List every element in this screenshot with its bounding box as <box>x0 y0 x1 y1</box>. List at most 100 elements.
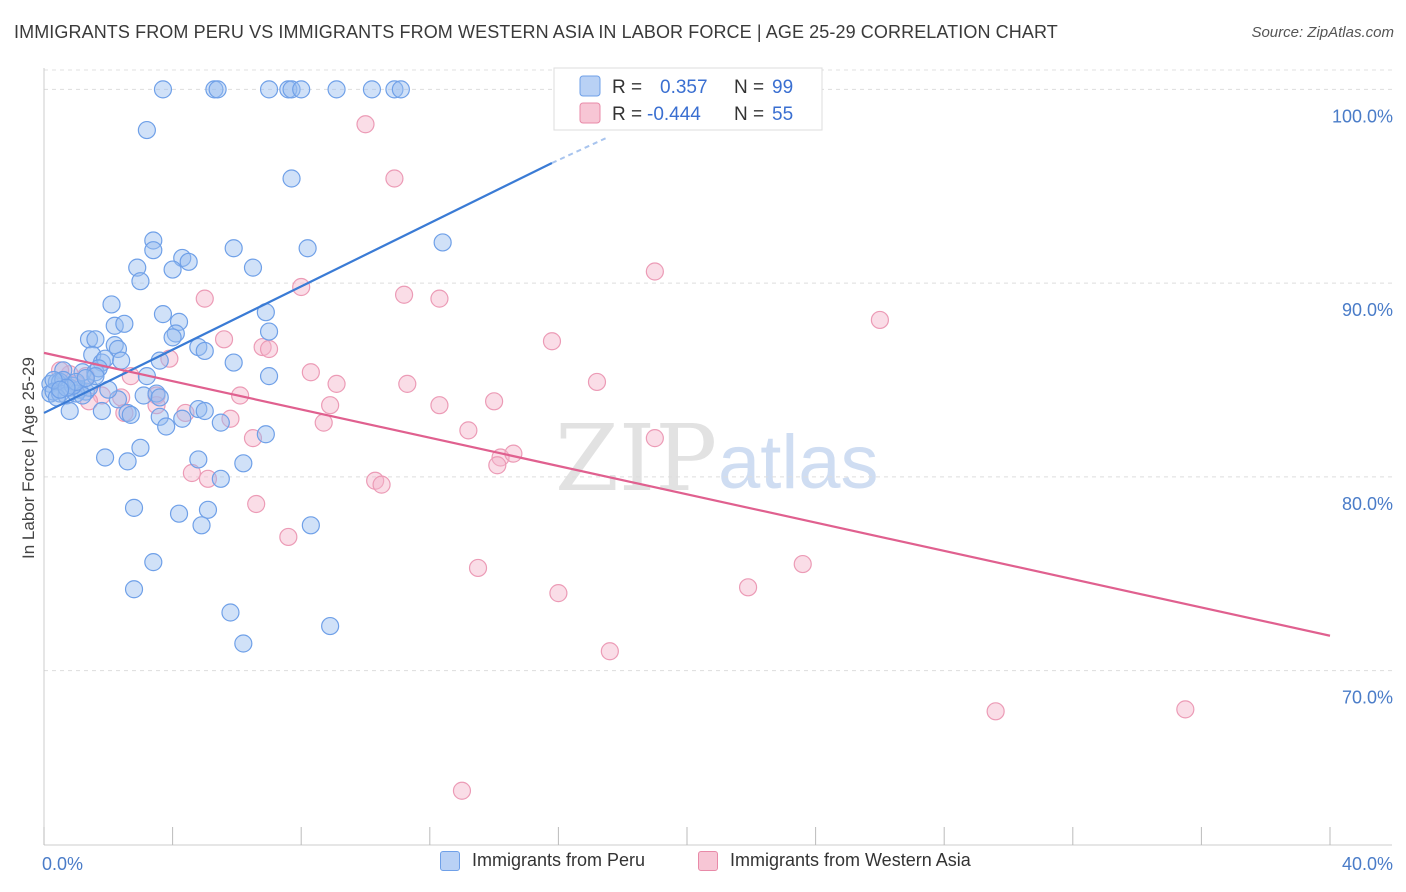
peru-point <box>211 469 230 488</box>
western-asia-point <box>542 332 562 351</box>
legend-r-value-peru: 0.357 <box>660 77 708 98</box>
peru-point <box>144 553 163 572</box>
y-tick-label: 100.0% <box>1332 106 1393 126</box>
western-asia-point <box>247 494 266 514</box>
legend-n-label-western-asia: N = <box>734 104 764 125</box>
western-asia-point <box>738 578 758 597</box>
western-asia-point <box>600 642 619 661</box>
peru-point <box>321 616 340 636</box>
y-tick-label: 80.0% <box>1342 494 1393 514</box>
western-asia-point <box>195 289 214 308</box>
peru-point <box>433 233 452 252</box>
peru-point <box>221 603 240 622</box>
x-tick-label-max: 40.0% <box>1342 854 1393 874</box>
peru-point <box>391 80 410 99</box>
peru-point <box>150 407 169 426</box>
peru-point <box>112 351 131 370</box>
peru-point <box>57 378 76 397</box>
trend-line-peru-extension <box>551 136 608 164</box>
peru-point <box>108 339 128 359</box>
peru-point <box>385 80 404 99</box>
western-asia-point <box>356 115 375 134</box>
peru-point <box>256 425 275 444</box>
western-asia-point <box>986 702 1005 721</box>
western-asia-point <box>385 169 404 188</box>
peru-point <box>50 380 70 399</box>
peru-point <box>76 368 95 388</box>
western-asia-point <box>279 527 298 547</box>
peru-point <box>108 390 128 409</box>
peru-point <box>163 328 182 347</box>
peru-point <box>195 341 214 361</box>
peru-point <box>118 403 137 423</box>
peru-point <box>153 80 173 99</box>
western-asia-point <box>430 289 449 308</box>
legend-r-label-peru: R = <box>612 77 642 98</box>
western-asia-point <box>198 469 218 488</box>
bottom-legend: Immigrants from Peru Immigrants from Wes… <box>0 850 1406 880</box>
source-credit: Source: ZipAtlas.com <box>1251 24 1394 41</box>
grid-lines <box>44 69 1392 672</box>
peru-point <box>189 450 208 469</box>
western-asia-point <box>870 310 890 330</box>
peru-point <box>208 80 227 99</box>
peru-point <box>121 405 140 424</box>
peru-point <box>128 258 147 277</box>
peru-point <box>124 580 144 599</box>
peru-point <box>259 322 279 341</box>
chart-title: IMMIGRANTS FROM PERU VS IMMIGRANTS FROM … <box>14 22 1058 42</box>
western-asia-point <box>793 554 812 574</box>
peru-point <box>282 80 301 99</box>
western-asia-point <box>1176 700 1195 719</box>
western-asia-point <box>372 475 391 494</box>
western-asia-point <box>587 372 607 392</box>
peru-point <box>102 295 121 314</box>
peru-point <box>118 452 137 471</box>
western-asia-point <box>468 558 488 578</box>
western-asia-point <box>214 330 234 349</box>
peru-point <box>211 413 230 432</box>
peru-point <box>362 80 382 99</box>
peru-point <box>224 353 243 372</box>
peru-point <box>224 239 243 258</box>
western-asia-point <box>321 396 340 415</box>
tick-labels: 100.0% 90.0% 80.0% 70.0% 0.0% 40.0% <box>42 106 1393 874</box>
bottom-legend-swatch-western-asia <box>698 850 718 871</box>
trend-lines <box>43 136 1331 637</box>
bottom-legend-label-western-asia: Immigrants from Western Asia <box>730 850 971 870</box>
peru-point <box>179 252 198 271</box>
peru-point <box>144 231 163 250</box>
x-tick-label-min: 0.0% <box>42 854 83 874</box>
trend-line-western-asia <box>43 351 1331 637</box>
western-asia-point <box>485 392 504 411</box>
legend-n-value-western-asia: 55 <box>772 104 793 125</box>
y-tick-label: 70.0% <box>1342 688 1393 708</box>
bottom-legend-western-asia: Immigrants from Western Asia <box>698 850 971 871</box>
peru-point <box>259 80 279 99</box>
western-asia-point <box>301 363 320 382</box>
legend-swatch-peru <box>579 75 601 97</box>
trend-line-peru <box>43 162 553 414</box>
peru-point <box>131 272 150 291</box>
peru-point <box>234 634 253 653</box>
peru-point <box>327 80 346 99</box>
peru-point <box>60 401 79 421</box>
series-peru-points <box>41 80 452 653</box>
bottom-legend-swatch-peru <box>440 850 460 871</box>
peru-point <box>198 500 218 519</box>
western-asia-point <box>452 781 472 800</box>
peru-point <box>137 120 156 140</box>
peru-point <box>301 516 320 535</box>
y-axis-label: In Labor Force | Age 25-29 <box>19 357 38 559</box>
peru-point <box>282 169 301 188</box>
peru-point <box>169 504 189 523</box>
peru-point <box>234 454 253 473</box>
peru-point <box>169 312 189 331</box>
western-asia-point <box>259 339 279 359</box>
western-asia-point <box>645 429 664 448</box>
western-asia-point <box>488 456 507 475</box>
peru-point <box>259 367 279 386</box>
western-asia-point <box>549 584 568 603</box>
watermark-atlas: atlas <box>718 420 879 505</box>
